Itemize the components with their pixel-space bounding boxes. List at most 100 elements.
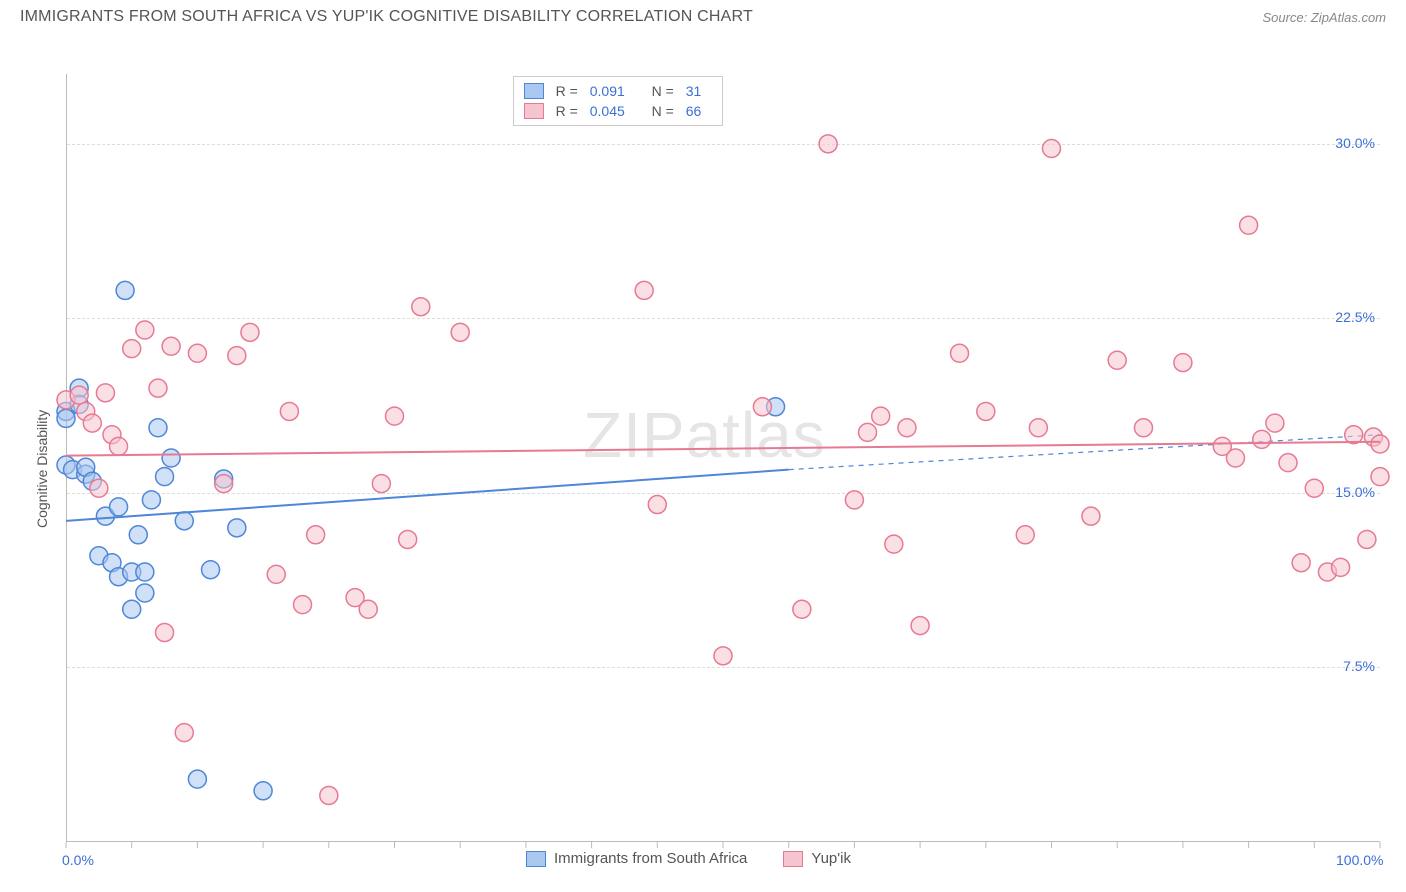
data-point <box>254 782 272 800</box>
data-point <box>90 479 108 497</box>
legend-swatch <box>783 851 803 867</box>
data-point <box>911 617 929 635</box>
data-point <box>188 770 206 788</box>
data-point <box>1358 530 1376 548</box>
data-point <box>1016 526 1034 544</box>
data-point <box>1108 351 1126 369</box>
data-point <box>1371 435 1389 453</box>
data-point <box>386 407 404 425</box>
data-point <box>110 498 128 516</box>
legend-stat-value: 0.045 <box>590 103 640 119</box>
data-point <box>635 281 653 299</box>
data-point <box>1240 216 1258 234</box>
trend-line <box>66 470 789 521</box>
data-point <box>320 786 338 804</box>
data-point <box>1134 419 1152 437</box>
legend-swatch <box>524 83 544 99</box>
data-point <box>951 344 969 362</box>
data-point <box>1266 414 1284 432</box>
legend-swatch <box>524 103 544 119</box>
data-point <box>123 340 141 358</box>
data-point <box>280 402 298 420</box>
legend-item: Yup'ik <box>783 850 851 867</box>
data-point <box>793 600 811 618</box>
data-point <box>142 491 160 509</box>
data-point <box>136 584 154 602</box>
data-point <box>241 323 259 341</box>
legend-stat-label: R = <box>552 103 582 119</box>
data-point <box>70 386 88 404</box>
data-point <box>188 344 206 362</box>
data-point <box>648 496 666 514</box>
legend-stats: R = 0.091 N = 31 R = 0.045 N = 66 <box>513 76 723 126</box>
source-label: Source: ZipAtlas.com <box>1262 10 1386 25</box>
data-point <box>1305 479 1323 497</box>
legend-stat-value: 31 <box>686 83 712 99</box>
data-point <box>307 526 325 544</box>
data-point <box>845 491 863 509</box>
data-point <box>872 407 890 425</box>
data-point <box>123 600 141 618</box>
data-point <box>149 379 167 397</box>
chart-title: IMMIGRANTS FROM SOUTH AFRICA VS YUP'IK C… <box>20 8 753 26</box>
data-point <box>228 519 246 537</box>
data-point <box>96 384 114 402</box>
data-point <box>202 561 220 579</box>
data-point <box>136 563 154 581</box>
data-point <box>156 468 174 486</box>
data-point <box>399 530 417 548</box>
legend-stats-row: R = 0.091 N = 31 <box>524 81 712 101</box>
data-point <box>156 624 174 642</box>
chart-area: 7.5%15.0%22.5%30.0%Cognitive Disability0… <box>16 34 1390 866</box>
legend-label: Immigrants from South Africa <box>554 850 747 867</box>
header: IMMIGRANTS FROM SOUTH AFRICA VS YUP'IK C… <box>0 0 1406 30</box>
data-point <box>898 419 916 437</box>
legend-stat-value: 66 <box>686 103 712 119</box>
data-point <box>451 323 469 341</box>
legend-label: Yup'ik <box>811 850 851 867</box>
data-point <box>215 475 233 493</box>
legend-stat-label: N = <box>648 103 678 119</box>
data-point <box>1082 507 1100 525</box>
legend-stat-label: R = <box>552 83 582 99</box>
trend-line <box>66 442 1380 456</box>
data-point <box>1029 419 1047 437</box>
chart-svg <box>16 34 1390 866</box>
data-point <box>294 596 312 614</box>
data-point <box>136 321 154 339</box>
data-point <box>116 281 134 299</box>
data-point <box>1279 454 1297 472</box>
data-point <box>175 724 193 742</box>
data-point <box>162 449 180 467</box>
data-point <box>753 398 771 416</box>
data-point <box>859 423 877 441</box>
data-point <box>1043 139 1061 157</box>
legend-stat-value: 0.091 <box>590 83 640 99</box>
legend-swatch <box>526 851 546 867</box>
data-point <box>149 419 167 437</box>
legend-series: Immigrants from South Africa Yup'ik <box>526 850 851 867</box>
data-point <box>819 135 837 153</box>
data-point <box>175 512 193 530</box>
data-point <box>372 475 390 493</box>
legend-stats-row: R = 0.045 N = 66 <box>524 101 712 121</box>
legend-stat-label: N = <box>648 83 678 99</box>
data-point <box>110 437 128 455</box>
data-point <box>83 414 101 432</box>
data-point <box>1292 554 1310 572</box>
data-point <box>267 565 285 583</box>
data-point <box>714 647 732 665</box>
data-point <box>1174 354 1192 372</box>
data-point <box>129 526 147 544</box>
data-point <box>57 409 75 427</box>
legend-item: Immigrants from South Africa <box>526 850 747 867</box>
data-point <box>1253 430 1271 448</box>
data-point <box>977 402 995 420</box>
data-point <box>885 535 903 553</box>
data-point <box>162 337 180 355</box>
data-point <box>1332 558 1350 576</box>
data-point <box>228 347 246 365</box>
data-point <box>1371 468 1389 486</box>
data-point <box>359 600 377 618</box>
data-point <box>1226 449 1244 467</box>
